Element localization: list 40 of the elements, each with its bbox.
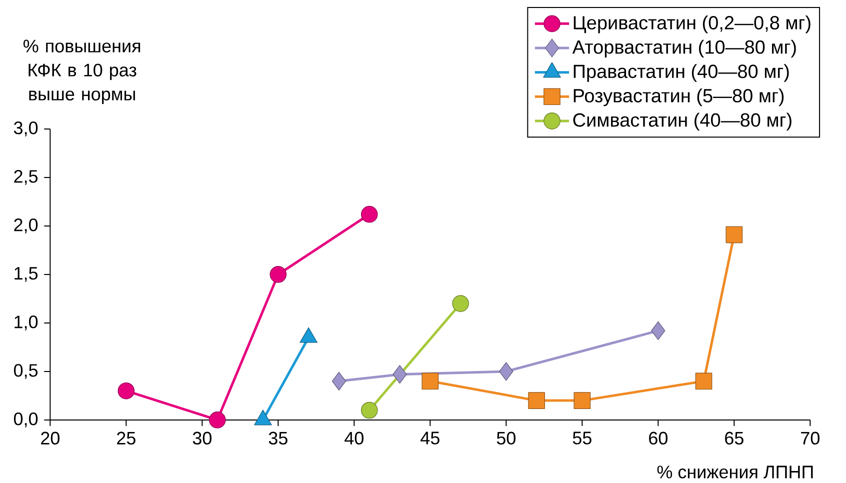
- point: [695, 372, 712, 390]
- y-axis-title: % повышения КФК в 10 раз выше нормы: [24, 40, 140, 104]
- legend-label: Аторвастатин (10—80 мг): [572, 40, 796, 58]
- y-tick-label: 0,5: [14, 364, 38, 379]
- point: [392, 365, 407, 384]
- point: [726, 226, 743, 244]
- x-tick-label: 60: [649, 432, 668, 445]
- point: [499, 362, 514, 381]
- point: [360, 206, 378, 223]
- x-tick-label: 55: [572, 432, 592, 444]
- x-tick-label: 35: [268, 432, 288, 445]
- point: [574, 392, 591, 409]
- point: [270, 266, 287, 283]
- x-tick-label: 45: [420, 432, 440, 444]
- legend-label: Церивастатин (0,2—0,8 мг): [574, 16, 810, 34]
- x-tick-label: 50: [496, 432, 516, 445]
- x-tick-label: 25: [117, 432, 136, 445]
- x-tick-label: 40: [344, 432, 364, 445]
- legend-label: Розувастатин (5—80 мг): [574, 88, 784, 106]
- point: [360, 402, 378, 419]
- x-axis-title: % снижения ЛПНП: [657, 466, 813, 478]
- x-tick-label: 30: [192, 432, 212, 445]
- x-tick-label: 65: [725, 432, 744, 445]
- legend-label: Правастатин (40—80 мг): [574, 64, 789, 82]
- point: [332, 372, 346, 390]
- point: [528, 392, 545, 409]
- y-tick-label: 2,5: [14, 170, 38, 185]
- y-tick-label: 3,0: [14, 122, 38, 136]
- point: [452, 295, 469, 312]
- x-tick-label: 20: [41, 432, 60, 445]
- y-tick-label: 1,5: [14, 267, 38, 282]
- point: [651, 321, 666, 340]
- y-tick-label: 2,0: [14, 218, 38, 234]
- point: [118, 382, 135, 400]
- x-tick-label: 70: [801, 432, 820, 445]
- point: [208, 412, 226, 428]
- y-tick-label: 1,0: [14, 316, 38, 330]
- y-tick-label: 0,0: [14, 412, 38, 428]
- legend-label: Симвастатин (40—80 мг): [573, 112, 792, 130]
- point: [422, 372, 439, 390]
